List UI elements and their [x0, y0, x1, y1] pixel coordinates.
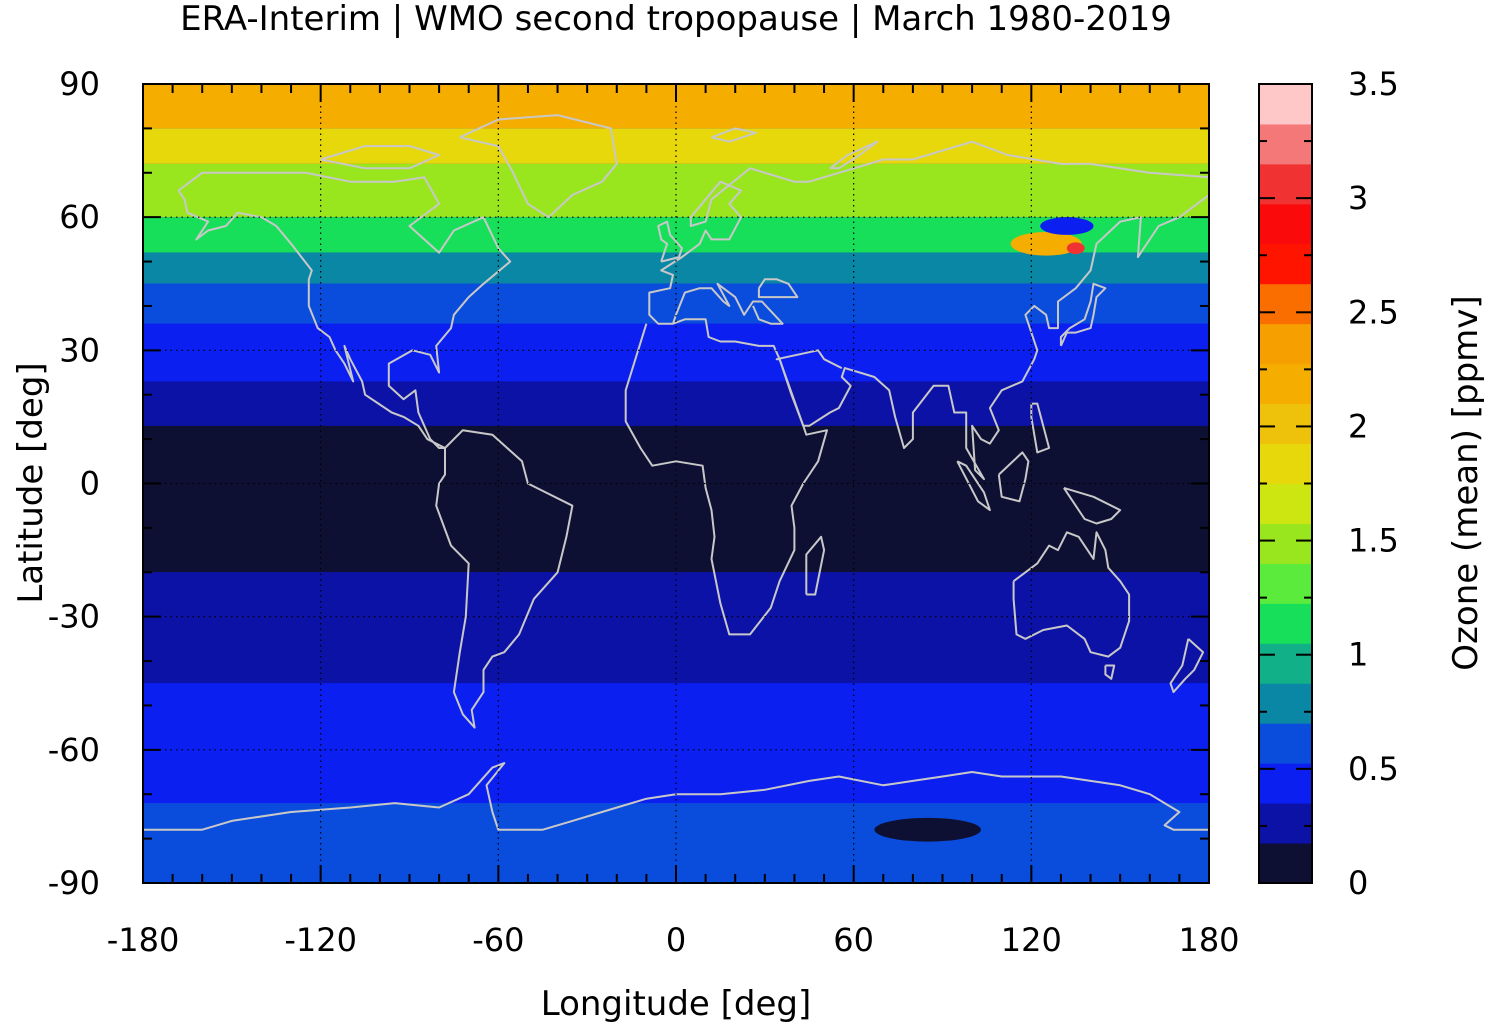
colorbar-tick-label-2: 1: [1348, 636, 1368, 674]
feature-east-antarctic-minimum: [874, 817, 981, 842]
colorbar-tick-label-6: 3: [1348, 179, 1368, 217]
plot-area: [143, 84, 1209, 883]
coastline-philippines: [1030, 402, 1051, 454]
lat-band-9: [143, 572, 1209, 684]
coastline-japan: [1059, 282, 1107, 347]
coastline-uk: [657, 220, 683, 263]
coastline-black-caspian: [757, 278, 799, 299]
colorbar-segment-0: [1259, 843, 1312, 884]
colorbar-segment-9: [1259, 483, 1312, 524]
coastline-asia-east-south: [775, 194, 1209, 481]
colorbar-segment-15: [1259, 243, 1312, 285]
ozone-features: [874, 217, 1094, 842]
colorbar-segment-8: [1259, 523, 1312, 564]
colorbar: [1259, 84, 1312, 884]
x-tick-label-5: 120: [1001, 921, 1062, 959]
colorbar-tick-labels: 0 0.5 1 1.5 2 2.5 3 3.5: [1348, 65, 1399, 902]
x-tick-label-3: 0: [666, 921, 686, 959]
coastline-arctic-islands: [320, 145, 441, 170]
colorbar-segment-7: [1259, 563, 1312, 604]
coastline-antarctica: [143, 762, 1209, 831]
coastline-svalbard: [711, 127, 757, 143]
colorbar-segment-6: [1259, 603, 1312, 644]
y-tick-label-2: 30: [59, 331, 100, 369]
colorbar-segment-19: [1259, 84, 1312, 125]
colorbar-tick-label-5: 2.5: [1348, 293, 1399, 331]
x-axis-label: Longitude [deg]: [541, 984, 812, 1024]
colorbar-label: Ozone (mean) [ppmv]: [1446, 295, 1486, 670]
coastline-mediterranean-north: [672, 282, 784, 325]
colorbar-ticks: [1259, 83, 1312, 884]
x-tick-label-2: -60: [472, 921, 524, 959]
colorbar-segment-11: [1259, 403, 1312, 445]
y-tick-label-3: 0: [80, 465, 100, 503]
y-axis-label: Latitude [deg]: [11, 362, 51, 603]
coastline-sumatra: [956, 460, 991, 512]
colorbar-tick-label-7: 3.5: [1348, 65, 1399, 103]
lat-band-8: [143, 425, 1209, 573]
coastline-greenland: [459, 114, 618, 219]
colorbar-tick-label-0: 0: [1348, 864, 1368, 902]
chart-title: ERA-Interim | WMO second tropopause | Ma…: [180, 0, 1172, 39]
colorbar-segment-4: [1259, 683, 1312, 724]
coastline-indonesia-borneo: [997, 451, 1030, 503]
y-tick-label-6: -90: [48, 864, 100, 902]
colorbar-segment-5: [1259, 643, 1312, 684]
x-tick-label-1: -120: [284, 921, 357, 959]
y-tick-label-1: 60: [59, 198, 100, 236]
colorbar-segment-10: [1259, 443, 1312, 484]
colorbar-segment-12: [1259, 363, 1312, 405]
y-tick-label-0: 90: [59, 65, 100, 103]
grid-lines: [143, 84, 1209, 883]
colorbar-tick-label-3: 1.5: [1348, 522, 1399, 560]
x-tick-label-0: -180: [107, 921, 180, 959]
y-tick-label-5: -60: [48, 731, 100, 769]
coastlines: [143, 114, 1209, 831]
coastline-south-america: [435, 429, 574, 729]
colorbar-segment-13: [1259, 323, 1312, 365]
colorbar-tick-label-1: 0.5: [1348, 750, 1399, 788]
coastline-novaya-zemlya: [829, 140, 879, 170]
feature-east-asia-high-region: [1010, 231, 1082, 256]
colorbar-segment-14: [1259, 283, 1312, 325]
colorbar-segment-3: [1259, 723, 1312, 764]
y-tick-label-4: -30: [48, 598, 100, 636]
y-tick-labels: 90 60 30 0 -30 -60 -90: [48, 65, 100, 902]
x-tick-label-6: 180: [1178, 921, 1239, 959]
coastline-eurasia-africa: [624, 140, 1209, 636]
feature-east-asia-maximum: [1066, 242, 1085, 255]
coastline-madagascar: [805, 535, 826, 596]
colorbar-segment-18: [1259, 123, 1312, 165]
colorbar-tick-label-4: 2: [1348, 407, 1368, 445]
axis-ticks: [142, 83, 1210, 884]
coastline-new-guinea: [1063, 486, 1122, 525]
coastline-australia: [1012, 531, 1131, 658]
feature-siberian-minimum: [1040, 217, 1094, 235]
coastline-new-zealand: [1169, 638, 1205, 694]
x-tick-label-4: 60: [833, 921, 874, 959]
coastline-north-america: [177, 171, 512, 449]
coastline-tasmania: [1104, 664, 1116, 680]
colorbar-segment-1: [1259, 803, 1312, 844]
colorbar-segment-2: [1259, 763, 1312, 804]
x-tick-labels: -180 -120 -60 0 60 120 180: [107, 921, 1240, 959]
colorbar-segment-16: [1259, 203, 1312, 245]
